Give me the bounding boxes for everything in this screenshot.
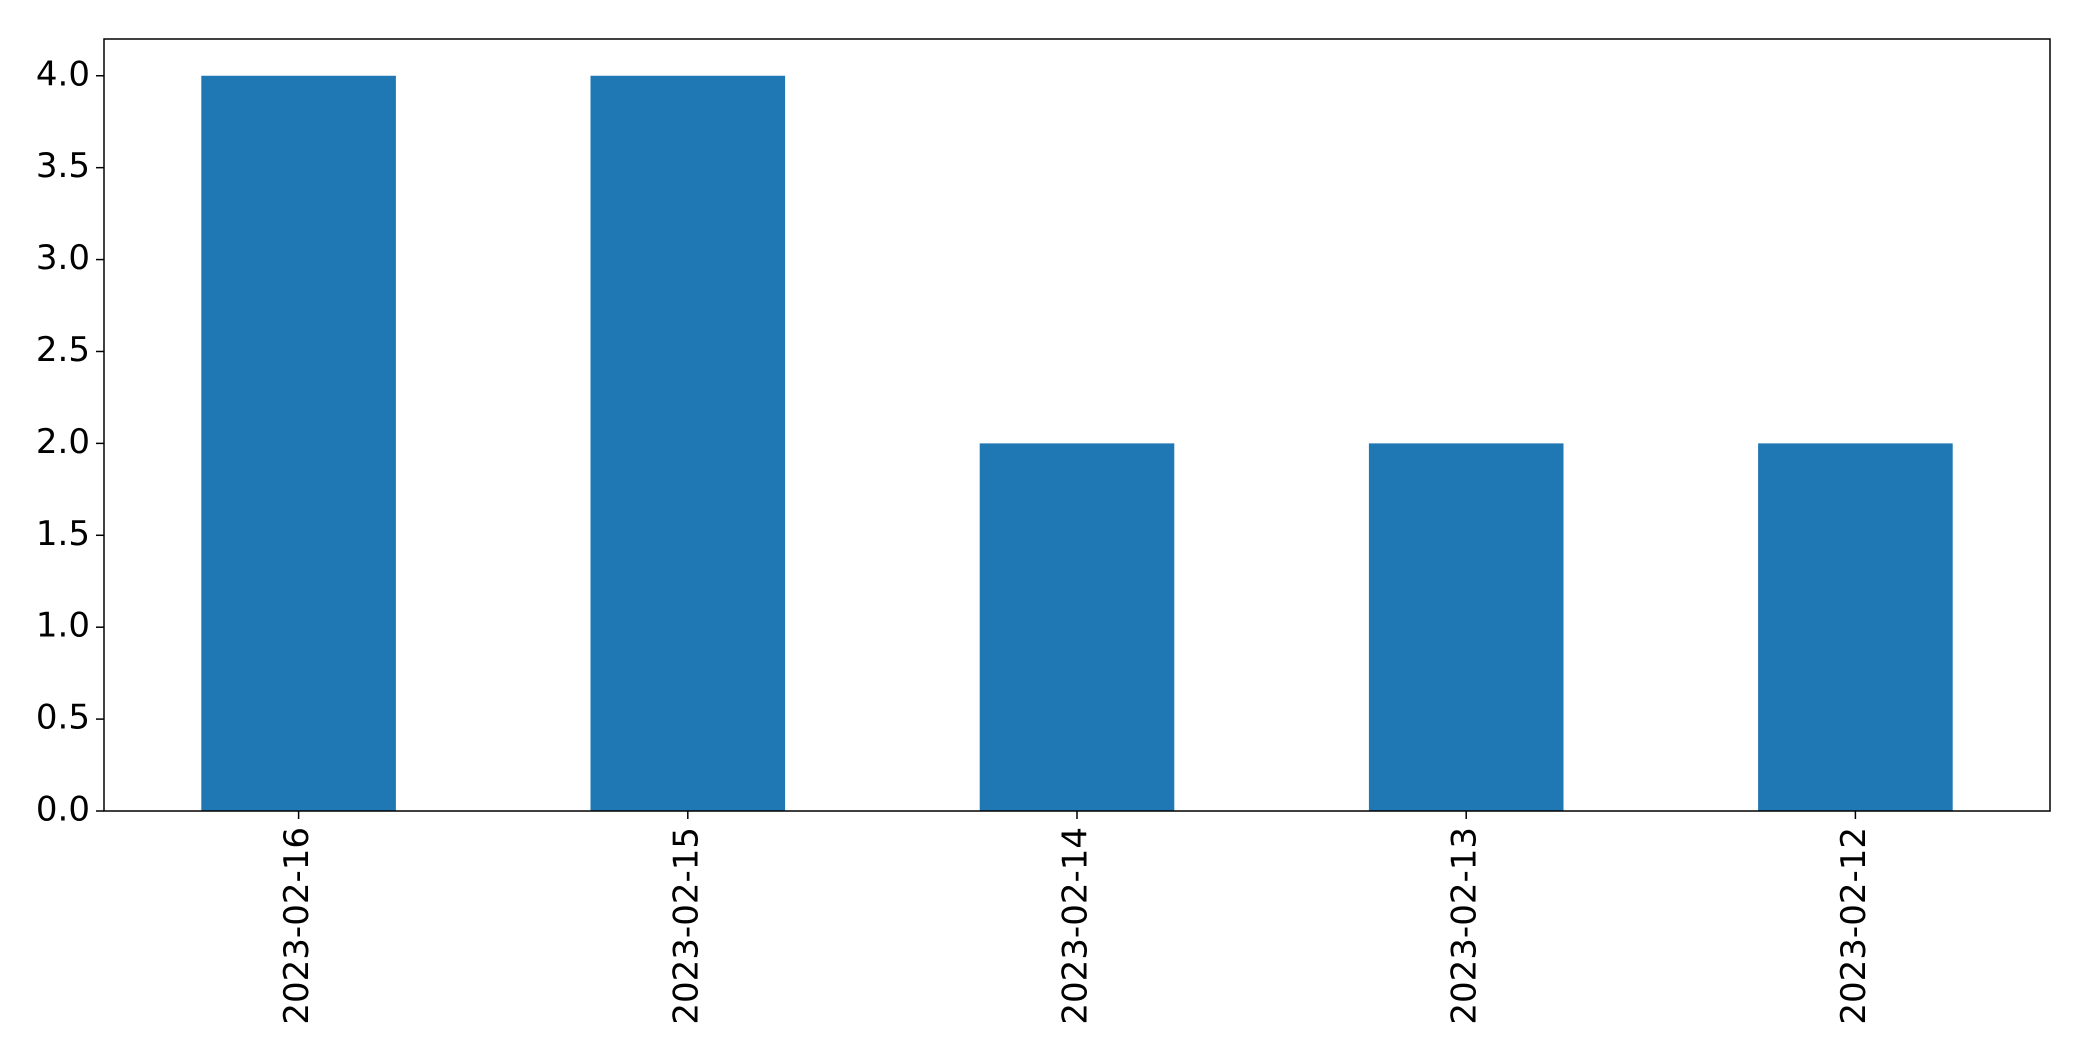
bars-group bbox=[201, 75, 1953, 811]
x-tick-label: 2023-02-12 bbox=[1834, 827, 1874, 1025]
y-tick-label: 3.5 bbox=[36, 146, 90, 186]
bar-2023-02-12 bbox=[1758, 443, 1953, 811]
x-tick-label: 2023-02-16 bbox=[277, 827, 317, 1025]
x-axis: 2023-02-16 2023-02-15 2023-02-14 2023-02-13… bbox=[277, 811, 1874, 1025]
y-tick-label: 1.5 bbox=[36, 514, 90, 554]
bar-2023-02-13 bbox=[1368, 443, 1564, 811]
plot-frame bbox=[103, 38, 2051, 812]
y-tick-label: 3.0 bbox=[36, 238, 90, 278]
y-axis: 0.0 0.5 1.0 1.5 2.0 2.5 3.0 3.5 4.0 bbox=[36, 54, 104, 830]
y-tick-label: 0.5 bbox=[36, 698, 90, 738]
bar-2023-02-16 bbox=[201, 75, 396, 811]
x-tick-label: 2023-02-15 bbox=[666, 827, 706, 1025]
y-tick-label: 2.0 bbox=[36, 422, 90, 462]
y-tick-label: 1.0 bbox=[36, 606, 90, 646]
x-tick-label: 2023-02-13 bbox=[1445, 827, 1485, 1025]
y-tick-label: 0.0 bbox=[36, 790, 90, 830]
y-tick-label: 4.0 bbox=[36, 54, 90, 94]
bar-2023-02-14 bbox=[979, 443, 1175, 811]
bar-2023-02-15 bbox=[590, 75, 786, 811]
y-tick-label: 2.5 bbox=[36, 330, 90, 370]
x-tick-label: 2023-02-14 bbox=[1056, 827, 1096, 1025]
